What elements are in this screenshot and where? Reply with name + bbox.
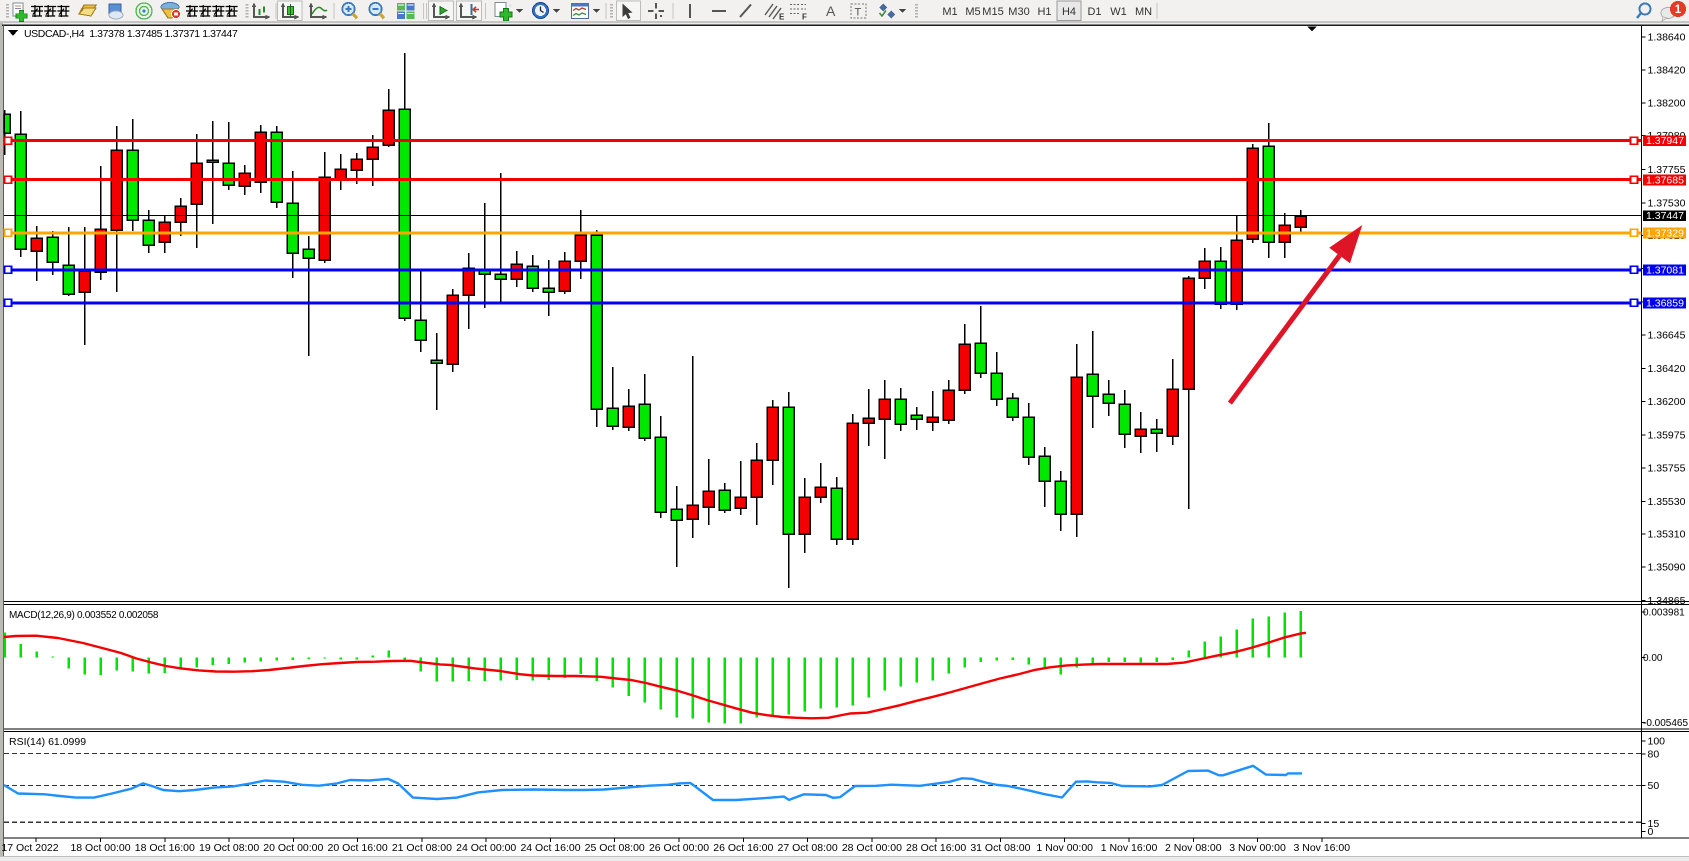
svg-text:2 Nov 08:00: 2 Nov 08:00 — [1165, 842, 1222, 854]
svg-text:1.35090: 1.35090 — [1648, 562, 1686, 574]
svg-text:M30: M30 — [1008, 6, 1029, 18]
svg-text:50: 50 — [1648, 780, 1660, 792]
svg-text:0: 0 — [1648, 826, 1654, 838]
svg-text:0.00: 0.00 — [1643, 653, 1663, 664]
svg-text:1.37685: 1.37685 — [1646, 174, 1684, 186]
svg-text:MACD(12,26,9) 0.003552 0.00205: MACD(12,26,9) 0.003552 0.002058 — [9, 610, 159, 621]
svg-text:-0.005465: -0.005465 — [1643, 718, 1688, 729]
svg-text:T: T — [855, 7, 862, 19]
svg-text:21 Oct 08:00: 21 Oct 08:00 — [392, 842, 452, 854]
svg-text:80: 80 — [1648, 748, 1660, 760]
svg-text:24 Oct 00:00: 24 Oct 00:00 — [456, 842, 516, 854]
svg-text:1.35530: 1.35530 — [1648, 496, 1686, 508]
svg-text:1.36645: 1.36645 — [1648, 329, 1686, 341]
svg-text:18 Oct 16:00: 18 Oct 16:00 — [135, 842, 195, 854]
svg-text:15: 15 — [1648, 818, 1660, 830]
svg-text:1.35755: 1.35755 — [1648, 462, 1686, 474]
svg-text:1.35310: 1.35310 — [1648, 529, 1686, 541]
svg-text:1.38420: 1.38420 — [1648, 65, 1686, 77]
svg-text:1.37447: 1.37447 — [1646, 210, 1684, 222]
svg-text:1.37329: 1.37329 — [1646, 228, 1684, 240]
svg-text:3 Nov 00:00: 3 Nov 00:00 — [1229, 842, 1286, 854]
svg-text:H1: H1 — [1037, 6, 1051, 18]
svg-text:M15: M15 — [982, 6, 1003, 18]
svg-text:USDCAD-,H4 1.37378 1.37485 1.: USDCAD-,H4 1.37378 1.37485 1.37371 1.374… — [24, 28, 238, 40]
svg-text:M5: M5 — [965, 6, 980, 18]
svg-text:28 Oct 16:00: 28 Oct 16:00 — [906, 842, 966, 854]
svg-text:MN: MN — [1135, 6, 1152, 18]
svg-text:0.003981: 0.003981 — [1643, 608, 1685, 619]
svg-text:E: E — [779, 13, 785, 22]
svg-text:25 Oct 08:00: 25 Oct 08:00 — [585, 842, 645, 854]
svg-text:1: 1 — [1675, 4, 1682, 16]
svg-text:1.36200: 1.36200 — [1648, 396, 1686, 408]
svg-text:1.38640: 1.38640 — [1648, 32, 1686, 44]
svg-text:18 Oct 00:00: 18 Oct 00:00 — [70, 842, 130, 854]
svg-text:1 Nov 00:00: 1 Nov 00:00 — [1036, 842, 1093, 854]
svg-text:1.36859: 1.36859 — [1646, 298, 1684, 310]
svg-text:1.36420: 1.36420 — [1648, 363, 1686, 375]
svg-text:24 Oct 16:00: 24 Oct 16:00 — [520, 842, 580, 854]
svg-text:1.34865: 1.34865 — [1648, 595, 1686, 607]
svg-text:17 Oct 2022: 17 Oct 2022 — [1, 842, 58, 854]
svg-text:1.37755: 1.37755 — [1648, 164, 1686, 176]
svg-text:D1: D1 — [1087, 6, 1101, 18]
svg-text:1.35975: 1.35975 — [1648, 429, 1686, 441]
svg-text:26 Oct 16:00: 26 Oct 16:00 — [713, 842, 773, 854]
svg-text:M1: M1 — [942, 6, 957, 18]
svg-text:100: 100 — [1648, 736, 1666, 748]
svg-text:A: A — [826, 3, 836, 19]
svg-text:1.37081: 1.37081 — [1646, 265, 1684, 277]
svg-text:20 Oct 00:00: 20 Oct 00:00 — [263, 842, 323, 854]
svg-text:28 Oct 00:00: 28 Oct 00:00 — [842, 842, 902, 854]
svg-text:1.38200: 1.38200 — [1648, 97, 1686, 109]
svg-text:1 Nov 16:00: 1 Nov 16:00 — [1101, 842, 1158, 854]
svg-text:19 Oct 08:00: 19 Oct 08:00 — [199, 842, 259, 854]
svg-text:26 Oct 00:00: 26 Oct 00:00 — [649, 842, 709, 854]
svg-text:F: F — [802, 13, 807, 22]
svg-text:RSI(14) 61.0999: RSI(14) 61.0999 — [9, 736, 86, 748]
svg-text:1.37947: 1.37947 — [1646, 135, 1684, 147]
svg-text:20 Oct 16:00: 20 Oct 16:00 — [328, 842, 388, 854]
svg-text:1.37530: 1.37530 — [1648, 197, 1686, 209]
svg-text:3 Nov 16:00: 3 Nov 16:00 — [1293, 842, 1350, 854]
svg-text:27 Oct 08:00: 27 Oct 08:00 — [778, 842, 838, 854]
svg-text:H4: H4 — [1062, 6, 1076, 18]
svg-text:W1: W1 — [1110, 6, 1127, 18]
svg-text:31 Oct 08:00: 31 Oct 08:00 — [970, 842, 1030, 854]
